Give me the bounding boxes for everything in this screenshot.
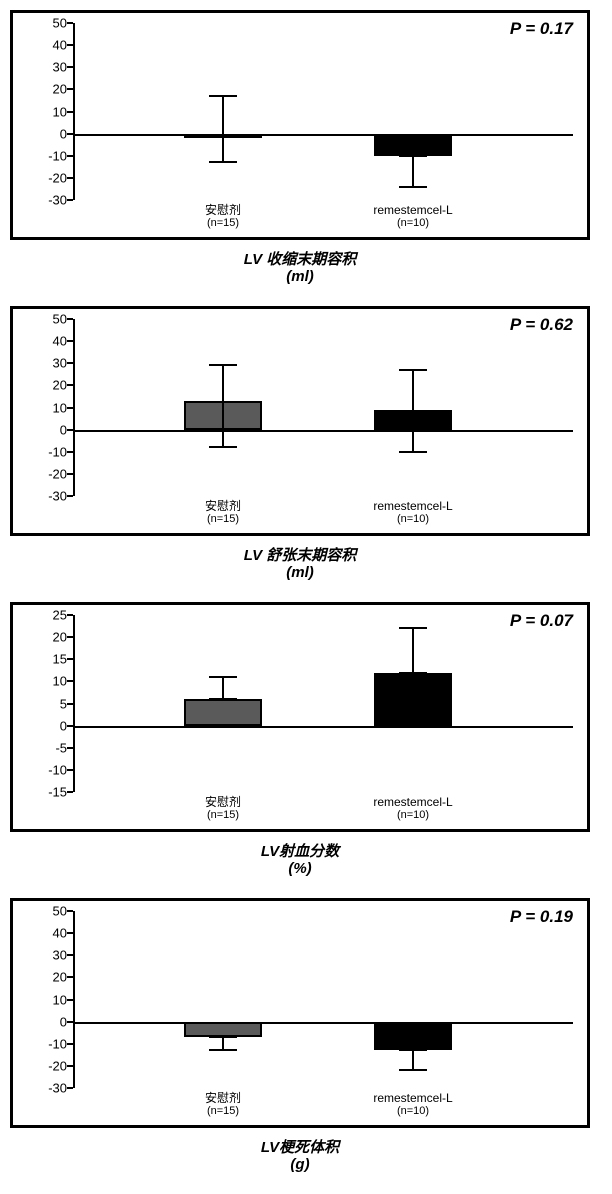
chart-area: -30-20-1001020304050安慰剂(n=15)remestemcel…	[73, 319, 573, 524]
y-tick-label: -20	[48, 170, 67, 185]
y-tick-label: -15	[48, 785, 67, 800]
y-tick-label: 20	[53, 378, 67, 393]
y-tick-label: -10	[48, 444, 67, 459]
bar-placebo	[184, 699, 262, 726]
panel-title: LV 收缩末期容积(ml)	[42, 251, 559, 286]
category-label-treatment: remestemcel-L(n=10)	[373, 1092, 452, 1117]
y-tick-label: 30	[53, 948, 67, 963]
category-label-placebo: 安慰剂(n=15)	[205, 204, 241, 229]
y-tick-label: -5	[55, 740, 67, 755]
y-tick-label: 10	[53, 400, 67, 415]
y-tick-label: 0	[60, 126, 67, 141]
y-tick-label: 50	[53, 312, 67, 327]
y-tick-label: 15	[53, 652, 67, 667]
category-label-placebo: 安慰剂(n=15)	[205, 500, 241, 525]
panel-inf: P = 0.19-30-20-1001020304050安慰剂(n=15)rem…	[10, 898, 590, 1128]
bar-placebo	[184, 1022, 262, 1037]
panel-ef: P = 0.07-15-10-50510152025安慰剂(n=15)remes…	[10, 602, 590, 832]
y-tick-label: -10	[48, 148, 67, 163]
category-label-placebo: 安慰剂(n=15)	[205, 1092, 241, 1117]
y-tick-label: -20	[48, 466, 67, 481]
y-tick-label: 30	[53, 60, 67, 75]
y-tick-label: -10	[48, 762, 67, 777]
y-tick-label: -30	[48, 193, 67, 208]
y-tick-label: 30	[53, 356, 67, 371]
chart-area: -30-20-1001020304050安慰剂(n=15)remestemcel…	[73, 911, 573, 1116]
y-tick-label: 0	[60, 1014, 67, 1029]
bar-treatment	[374, 673, 452, 726]
y-tick-label: 10	[53, 104, 67, 119]
y-tick-label: 40	[53, 926, 67, 941]
panel-esv: P = 0.17-30-20-1001020304050安慰剂(n=15)rem…	[10, 10, 590, 240]
chart-area: -30-20-1001020304050安慰剂(n=15)remestemcel…	[73, 23, 573, 228]
y-tick-label: 20	[53, 82, 67, 97]
category-label-placebo: 安慰剂(n=15)	[205, 796, 241, 821]
bar-treatment	[374, 134, 452, 156]
y-tick-label: 20	[53, 970, 67, 985]
y-tick-label: 5	[60, 696, 67, 711]
y-tick-label: 50	[53, 904, 67, 919]
y-tick-label: 40	[53, 334, 67, 349]
bar-treatment	[374, 1022, 452, 1051]
panel-title: LV射血分数(%)	[42, 843, 559, 878]
y-tick-label: -10	[48, 1036, 67, 1051]
y-tick-label: 10	[53, 674, 67, 689]
category-label-treatment: remestemcel-L(n=10)	[373, 500, 452, 525]
panel-title: LV梗死体积(g)	[42, 1139, 559, 1174]
y-tick-label: -30	[48, 1081, 67, 1096]
chart-area: -15-10-50510152025安慰剂(n=15)remestemcel-L…	[73, 615, 573, 820]
y-tick-label: -20	[48, 1058, 67, 1073]
y-tick-label: 20	[53, 630, 67, 645]
y-tick-label: 0	[60, 422, 67, 437]
category-label-treatment: remestemcel-L(n=10)	[373, 796, 452, 821]
y-tick-label: 25	[53, 608, 67, 623]
y-tick-label: 50	[53, 16, 67, 31]
y-tick-label: 0	[60, 718, 67, 733]
y-tick-label: 40	[53, 38, 67, 53]
category-label-treatment: remestemcel-L(n=10)	[373, 204, 452, 229]
y-tick-label: -30	[48, 489, 67, 504]
panel-title: LV 舒张末期容积(ml)	[42, 547, 559, 582]
panel-edv: P = 0.62-30-20-1001020304050安慰剂(n=15)rem…	[10, 306, 590, 536]
